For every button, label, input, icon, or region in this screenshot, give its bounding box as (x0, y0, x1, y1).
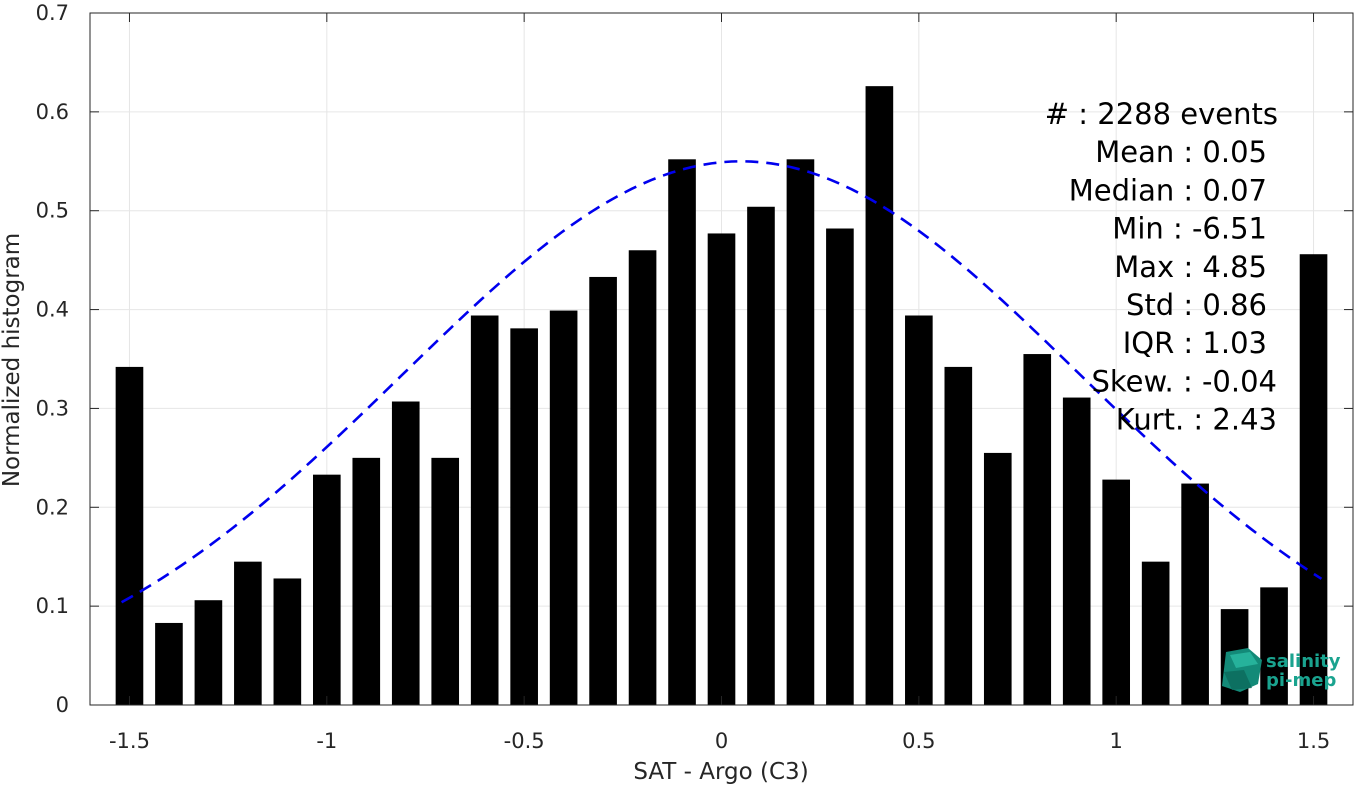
stats-line: Skew. : -0.04 (1091, 364, 1277, 398)
histogram-bar (1023, 354, 1052, 705)
histogram-bar (431, 457, 460, 705)
histogram-bar (905, 315, 933, 705)
histogram-bar (1299, 254, 1328, 705)
histogram-bar (194, 600, 223, 705)
y-axis-label: Normalized histogram (0, 233, 25, 487)
y-tick-label: 0.7 (36, 1, 69, 25)
histogram-bar (115, 366, 144, 705)
x-tick-label: -0.5 (504, 729, 545, 753)
histogram-bar (510, 328, 538, 705)
y-tick-labels: 0 0.1 0.2 0.3 0.4 0.5 0.6 0.7 (36, 1, 69, 717)
axis-ticks (90, 12, 1353, 706)
histogram-bar (312, 474, 341, 705)
stats-line: Median : 0.07 (1069, 173, 1267, 207)
histogram-bar (1260, 587, 1288, 705)
x-tick-label: 0.5 (902, 729, 935, 753)
x-tick-labels: -1.5 -1 -0.5 0 0.5 1 1.5 (109, 729, 1330, 753)
histogram-bar (1102, 479, 1131, 705)
y-tick-label: 0.5 (36, 199, 69, 223)
stats-line: Max : 4.85 (1114, 250, 1267, 284)
histogram-bar (155, 622, 183, 705)
histogram-bar (470, 315, 499, 705)
histogram-bar (1062, 397, 1091, 705)
histogram-bar (944, 366, 973, 705)
histogram-bar (628, 250, 657, 705)
stats-line: Min : -6.51 (1112, 212, 1267, 246)
x-tick-label: 1.5 (1297, 729, 1330, 753)
statistics-box: # : 2288 events Mean : 0.05 Median : 0.07 M… (1045, 97, 1278, 437)
histogram-bar (668, 159, 696, 705)
stats-line: # : 2288 events (1045, 97, 1278, 131)
logo-text-salinity: salinity (1266, 651, 1341, 672)
y-tick-label: 0.1 (36, 594, 69, 618)
histogram-bar (1181, 483, 1209, 705)
x-tick-label: -1.5 (109, 729, 150, 753)
y-tick-label: 0.6 (36, 100, 69, 124)
y-tick-label: 0 (56, 693, 69, 717)
histogram-bar (826, 228, 854, 705)
stats-line: Std : 0.86 (1126, 288, 1267, 322)
gaussian-fit-curve (120, 159, 1323, 604)
y-tick-label: 0.2 (36, 495, 69, 519)
histogram-bar (549, 310, 578, 705)
x-tick-label: 1 (1110, 729, 1123, 753)
stats-line: Kurt. : 2.43 (1116, 403, 1277, 437)
histogram-bar (234, 561, 262, 705)
histogram-bar (273, 578, 302, 705)
stats-line: IQR : 1.03 (1123, 326, 1267, 360)
x-tick-label: -1 (316, 729, 337, 753)
logo-mark-icon (1222, 648, 1262, 692)
histogram-bar (352, 457, 381, 705)
histogram-bar (786, 159, 815, 705)
y-tick-label: 0.4 (36, 298, 69, 322)
logo-text-pimep: pi-mep (1266, 670, 1336, 691)
histogram-bar (1141, 561, 1170, 705)
histogram-bar (589, 276, 617, 705)
salinity-pimep-logo: salinity pi-mep (1222, 648, 1341, 692)
histogram-bar (983, 452, 1012, 705)
y-tick-label: 0.3 (36, 396, 69, 420)
histogram-bar (391, 401, 420, 705)
histogram-bar (707, 233, 736, 706)
histogram-bars (115, 86, 1328, 706)
x-tick-label: 0 (715, 729, 728, 753)
stats-line: Mean : 0.05 (1095, 135, 1267, 169)
histogram-bar (865, 86, 894, 705)
x-axis-label: SAT - Argo (C3) (633, 759, 808, 785)
histogram-bar (747, 206, 775, 705)
